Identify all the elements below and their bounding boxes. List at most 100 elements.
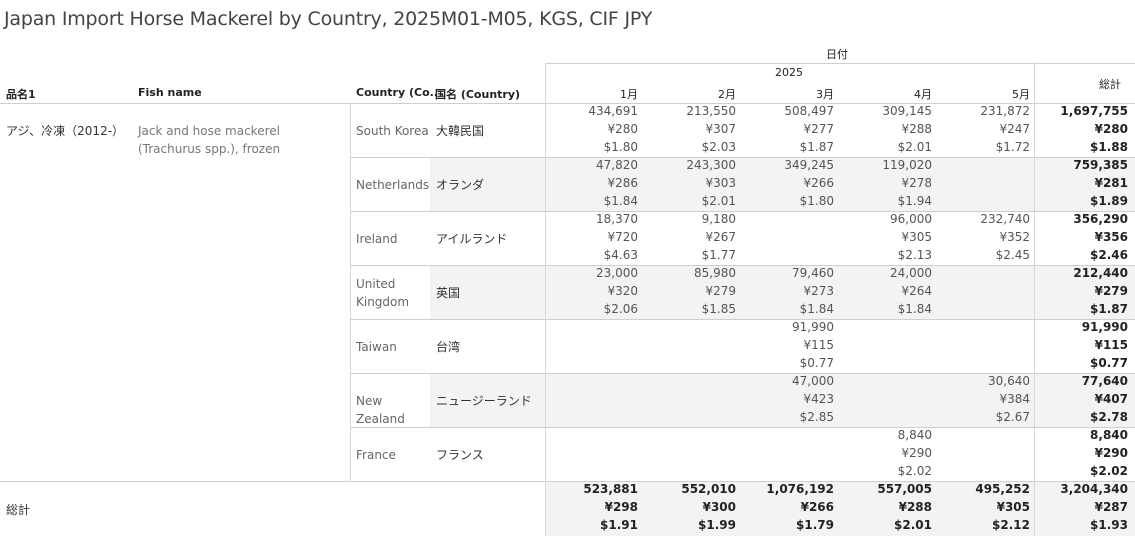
row-total-cell[interactable]: $2.78 [1090,410,1128,424]
country-name-jp[interactable]: フランス [436,448,484,462]
data-cell[interactable]: ¥266 [803,176,834,190]
grand-total-cell[interactable]: 552,010 [681,482,736,496]
data-cell[interactable]: $0.77 [799,356,834,370]
row-total-cell[interactable]: ¥115 [1094,338,1128,352]
header-total-label[interactable]: 総計 [1099,78,1121,91]
country-name-jp[interactable]: 英国 [436,286,461,300]
country-name[interactable]: Ireland [356,232,398,246]
fish-name[interactable]: Jack and hose mackerel (Trachurus spp.),… [138,124,281,156]
grand-total-label[interactable]: 総計 [6,503,31,517]
grand-total-cell[interactable]: ¥300 [702,500,736,514]
data-cell[interactable]: 243,300 [686,158,736,172]
data-cell[interactable]: 79,460 [792,266,834,280]
data-cell[interactable]: ¥115 [803,338,834,352]
row-total-cell[interactable]: $2.02 [1090,464,1128,478]
country-name[interactable]: France [356,448,396,462]
data-cell[interactable]: ¥352 [999,230,1030,244]
data-cell[interactable]: $1.72 [995,140,1030,154]
data-cell[interactable]: 24,000 [890,266,932,280]
header-year-label[interactable]: 2025 [775,66,803,79]
data-cell[interactable]: 91,990 [792,320,834,334]
header-date-label[interactable]: 日付 [826,48,848,61]
data-cell[interactable]: $1.84 [897,302,932,316]
row-total-cell[interactable]: ¥279 [1094,284,1128,298]
data-cell[interactable]: $2.67 [995,410,1030,424]
data-cell[interactable]: 232,740 [980,212,1030,226]
country-name-jp[interactable]: オランダ [436,178,485,192]
data-cell[interactable]: $1.85 [701,302,736,316]
row-total-cell[interactable]: 356,290 [1073,212,1128,226]
data-cell[interactable]: ¥278 [901,176,932,190]
month-header-5[interactable]: 5月 [1012,88,1030,101]
row-total-cell[interactable]: 77,640 [1081,374,1128,388]
data-cell[interactable]: ¥273 [803,284,834,298]
row-total-cell[interactable]: $1.88 [1090,140,1128,154]
data-cell[interactable]: ¥280 [607,122,638,136]
data-cell[interactable]: ¥303 [705,176,736,190]
data-cell[interactable]: ¥267 [705,230,736,244]
grand-total-overall-cell[interactable]: 3,204,340 [1060,482,1128,496]
row-total-cell[interactable]: 1,697,755 [1060,104,1128,118]
data-cell[interactable]: ¥307 [705,122,736,136]
data-cell[interactable]: 85,980 [694,266,736,280]
data-cell[interactable]: ¥264 [901,284,932,298]
data-cell[interactable]: $2.45 [995,248,1030,262]
grand-total-cell[interactable]: ¥305 [996,500,1030,514]
month-header-3[interactable]: 3月 [816,88,834,101]
grand-total-cell[interactable]: ¥288 [898,500,932,514]
data-cell[interactable]: 47,000 [792,374,834,388]
data-cell[interactable]: $2.02 [897,464,932,478]
data-cell[interactable]: 23,000 [596,266,638,280]
data-cell[interactable]: 231,872 [980,104,1030,118]
data-cell[interactable]: 309,145 [882,104,932,118]
row-total-cell[interactable]: 8,840 [1090,428,1128,442]
country-name-jp[interactable]: ニュージーランド [436,394,532,408]
country-name[interactable]: New Zealand [356,394,405,426]
data-cell[interactable]: 349,245 [784,158,834,172]
country-name[interactable]: South Korea [356,124,429,138]
data-cell[interactable]: $2.03 [701,140,736,154]
row-total-cell[interactable]: 91,990 [1081,320,1128,334]
data-cell[interactable]: ¥277 [803,122,834,136]
column-header-country-jp[interactable]: 国名 (Country) [435,88,521,101]
row-total-cell[interactable]: ¥281 [1094,176,1128,190]
grand-total-cell[interactable]: $2.01 [894,518,932,532]
row-total-cell[interactable]: $1.87 [1090,302,1128,316]
data-cell[interactable]: $1.94 [897,194,932,208]
data-cell[interactable]: 47,820 [596,158,638,172]
data-cell[interactable]: ¥286 [607,176,638,190]
data-cell[interactable]: $4.63 [603,248,638,262]
data-cell[interactable]: 434,691 [588,104,638,118]
country-name[interactable]: Netherlands [356,178,430,192]
data-cell[interactable]: ¥320 [607,284,638,298]
data-cell[interactable]: 508,497 [784,104,834,118]
data-cell[interactable]: 18,370 [596,212,638,226]
grand-total-cell[interactable]: 523,881 [583,482,638,496]
grand-total-cell[interactable]: $2.12 [992,518,1030,532]
data-cell[interactable]: ¥279 [705,284,736,298]
column-header-country[interactable]: Country (Co.. [356,86,438,99]
grand-total-cell[interactable]: 1,076,192 [766,482,834,496]
column-header-fish-name[interactable]: Fish name [138,86,202,99]
grand-total-cell[interactable]: ¥298 [604,500,638,514]
grand-total-cell[interactable]: ¥266 [800,500,834,514]
data-cell[interactable]: $1.80 [603,140,638,154]
data-cell[interactable]: ¥720 [607,230,638,244]
grand-total-overall-cell[interactable]: $1.93 [1090,518,1128,532]
data-cell[interactable]: 119,020 [882,158,932,172]
column-header-item[interactable]: 品名1 [6,88,36,101]
country-name-jp[interactable]: 大韓民国 [436,124,485,138]
country-name[interactable]: United Kingdom [356,277,410,309]
data-cell[interactable]: $2.06 [603,302,638,316]
row-total-cell[interactable]: 759,385 [1073,158,1128,172]
grand-total-cell[interactable]: $1.99 [698,518,736,532]
data-cell[interactable]: $1.77 [701,248,736,262]
data-cell[interactable]: ¥290 [901,446,932,460]
grand-total-overall-cell[interactable]: ¥287 [1094,500,1128,514]
row-total-cell[interactable]: ¥356 [1094,230,1128,244]
country-name-jp[interactable]: 台湾 [436,340,461,354]
data-cell[interactable]: $1.87 [799,140,834,154]
data-cell[interactable]: ¥247 [999,122,1030,136]
data-cell[interactable]: ¥305 [901,230,932,244]
country-name[interactable]: Taiwan [356,340,397,354]
